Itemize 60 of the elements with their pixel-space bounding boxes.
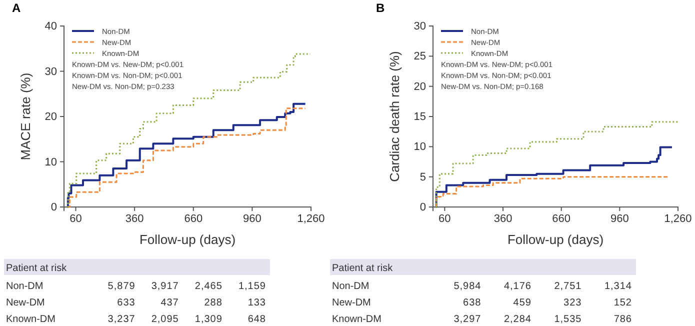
- text: 638: [463, 298, 482, 308]
- y-axis-title: MACE rate (%): [18, 72, 33, 160]
- text: 3,917: [151, 281, 179, 292]
- category-label: Non-DM: [332, 281, 370, 292]
- y-tick-label: 30: [414, 20, 426, 33]
- category-label: Known-DM: [6, 314, 56, 325]
- x-tick-label: 60: [438, 212, 451, 225]
- text: 3,297: [454, 314, 482, 325]
- text: 459: [513, 298, 532, 308]
- y-tick-label: 0: [50, 202, 57, 214]
- category-label: Non-DM: [6, 281, 44, 292]
- text: 152: [614, 298, 632, 308]
- y-axis-title: Cardiac death rate (%): [387, 51, 402, 182]
- text: 5,984: [454, 281, 482, 292]
- text: 2,284: [504, 314, 532, 325]
- chart-title: B: [376, 1, 385, 15]
- x-tick-label: 1,260: [664, 212, 692, 225]
- text: 437: [160, 298, 179, 308]
- x-axis-title: Follow-up (days): [507, 232, 604, 247]
- text: 5,879: [108, 281, 136, 292]
- text: 3,237: [108, 314, 136, 325]
- text: 648: [248, 314, 266, 325]
- category-label: Known-DM: [332, 314, 382, 325]
- y-tick-label: 10: [44, 156, 57, 168]
- text: 633: [117, 298, 136, 308]
- text: 786: [614, 314, 632, 325]
- y-tick-label: 40: [44, 20, 57, 33]
- category-label: New-DM: [6, 298, 45, 308]
- text: 4,176: [504, 281, 532, 292]
- text: 1,309: [194, 314, 222, 325]
- chart-title: A: [12, 1, 21, 15]
- y-tick-label: 30: [44, 66, 57, 78]
- text: Patient at risk: [332, 263, 394, 274]
- x-axis-title: Follow-up (days): [139, 232, 236, 247]
- x-tick-label: 360: [494, 212, 512, 225]
- text: 2,751: [554, 281, 582, 292]
- y-tick-label: 20: [414, 80, 426, 93]
- y-tick-label: 10: [414, 141, 426, 154]
- text: 323: [564, 298, 582, 308]
- y-tick-label: 0: [420, 202, 426, 214]
- text: 1,535: [554, 314, 582, 325]
- x-tick-label: 660: [184, 212, 203, 225]
- x-tick-label: 960: [610, 212, 629, 225]
- text: 1,314: [604, 281, 632, 292]
- category-label: New-DM: [332, 298, 371, 308]
- text: 133: [248, 298, 266, 308]
- text: 2,095: [151, 314, 179, 325]
- text: Patient at risk: [6, 263, 68, 274]
- x-tick-label: 960: [243, 212, 262, 225]
- x-tick-label: 360: [125, 212, 144, 225]
- text: 2,465: [194, 281, 222, 292]
- y-tick-label: 25: [414, 50, 426, 63]
- x-tick-label: 1,260: [297, 212, 325, 225]
- text: 1,159: [238, 281, 266, 292]
- y-tick-label: 20: [44, 111, 57, 124]
- text: 288: [204, 298, 222, 308]
- y-tick-label: 5: [420, 171, 426, 184]
- x-tick-label: 60: [70, 212, 82, 225]
- x-tick-label: 660: [552, 212, 571, 225]
- y-tick-label: 15: [414, 111, 426, 124]
